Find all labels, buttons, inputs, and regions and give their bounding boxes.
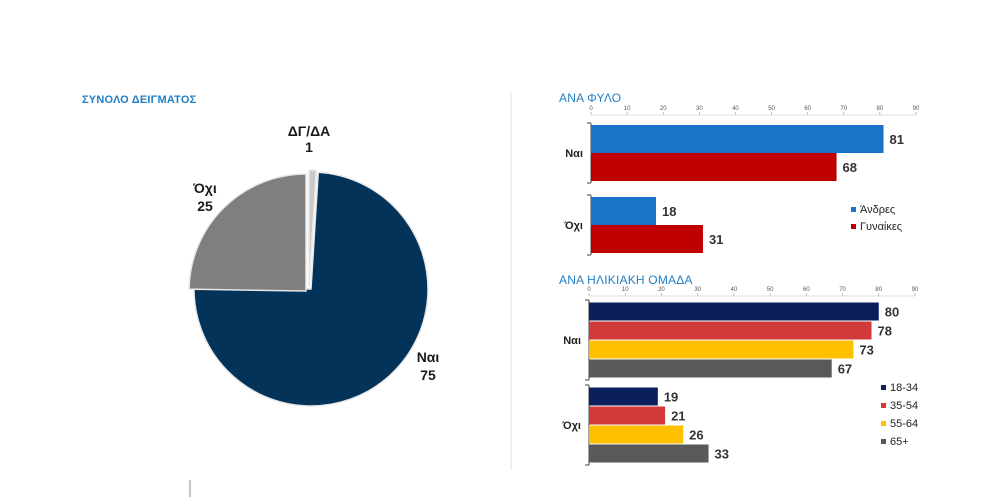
age-value-label-1-4: 67 [838,362,852,377]
gender-tick-label-8: 80 [877,106,884,112]
pie-value-1: 75 [420,367,436,383]
total-chart-title: ΣΥΝΟΛΟ ΔΕΙΓΜΑΤΟΣ [82,94,197,106]
gender-bar-1-1 [591,125,884,153]
age-tick-label-0: 0 [587,287,591,293]
age-value-label-2-2: 21 [671,409,685,424]
gender-chart-title: ΑΝΑ ΦΥΛΟ [559,91,622,105]
age-bar-2-1 [589,387,658,406]
pie-slice-3 [308,169,318,288]
pie-value-2: 25 [197,198,213,214]
gender-value-label-2-2: 31 [709,232,723,247]
age-value-label-1-2: 78 [878,324,892,339]
age-tick-label-1: 10 [622,287,629,293]
pie-slice-2 [188,173,307,292]
age-legend-swatch-1 [881,385,886,390]
age-tick-label-4: 40 [731,287,738,293]
pie-value-3: 1 [305,139,313,155]
gender-tick-label-3: 30 [696,106,703,112]
gender-tick-label-7: 70 [840,106,847,112]
age-bar-2-4 [589,444,709,463]
age-tick-label-6: 60 [803,287,810,293]
age-legend-label-2: 35-54 [890,400,918,412]
gender-tick-label-0: 0 [589,106,593,112]
age-value-label-2-4: 33 [715,447,729,462]
age-tick-label-7: 70 [839,287,846,293]
gender-bar-chart: 0 10 20 30 40 50 60 70 80 90 Ναι 81 68 Όχι 18 31 Άνδρες Γ… [564,106,920,256]
age-value-label-2-3: 26 [689,428,703,443]
age-legend-swatch-4 [881,439,886,444]
gender-tick-label-5: 50 [768,106,775,112]
age-bar-chart: 0 10 20 30 40 50 60 70 80 90 Ναι 80 78 73 67 Όχι 19 21 26 3… [562,287,919,466]
gender-category-label-1: Ναι [565,148,583,160]
gender-bar-2-2 [591,225,703,253]
age-tick-label-8: 80 [875,287,882,293]
age-bar-1-2 [589,321,872,340]
age-tick-label-9: 90 [912,287,919,293]
gender-bar-2-1 [591,197,656,225]
age-bar-1-4 [589,359,832,378]
age-bar-2-2 [589,406,666,425]
age-bar-1-3 [589,340,854,359]
gender-legend-swatch-1 [851,207,856,212]
age-legend-swatch-2 [881,403,886,408]
age-category-label-2: Όχι [562,420,581,432]
gender-tick-label-6: 60 [804,106,811,112]
age-legend-label-4: 65+ [890,436,909,448]
pie-label-3: ΔΓ/ΔΑ [288,123,331,139]
gender-value-label-1-1: 81 [890,132,904,147]
gender-tick-label-4: 40 [732,106,739,112]
gender-tick-label-1: 10 [624,106,631,112]
gender-bar-1-2 [591,153,837,181]
gender-tick-label-2: 20 [660,106,667,112]
age-category-label-1: Ναι [563,335,581,347]
pie-label-2: Όχι [192,180,217,196]
age-tick-label-3: 30 [694,287,701,293]
age-bar-2-3 [589,425,684,444]
age-legend-label-1: 18-34 [890,382,918,394]
gender-value-label-1-2: 68 [843,160,857,175]
pie-label-1: Ναι [417,349,440,365]
age-bar-1-1 [589,302,879,321]
pie-chart: Ναι 75 Όχι 25 ΔΓ/ΔΑ1 [188,123,440,407]
gender-legend-label-2: Γυναίκες [860,221,902,233]
age-legend-swatch-3 [881,421,886,426]
gender-value-label-2-1: 18 [662,204,676,219]
pie-slice-1 [193,171,429,407]
age-value-label-2-1: 19 [664,390,678,405]
gender-category-label-2: Όχι [564,220,583,232]
age-value-label-1-3: 73 [859,343,873,358]
age-tick-label-2: 20 [658,287,665,293]
gender-tick-label-9: 90 [913,106,920,112]
gender-legend-label-1: Άνδρες [860,204,895,216]
age-legend-label-3: 55-64 [890,418,918,430]
age-chart-title: ΑΝΑ ΗΛΙΚΙΑΚΗ ΟΜΑΔΑ [559,273,693,287]
age-value-label-1-1: 80 [885,305,899,320]
age-tick-label-5: 50 [767,287,774,293]
gender-legend-swatch-2 [851,224,856,229]
